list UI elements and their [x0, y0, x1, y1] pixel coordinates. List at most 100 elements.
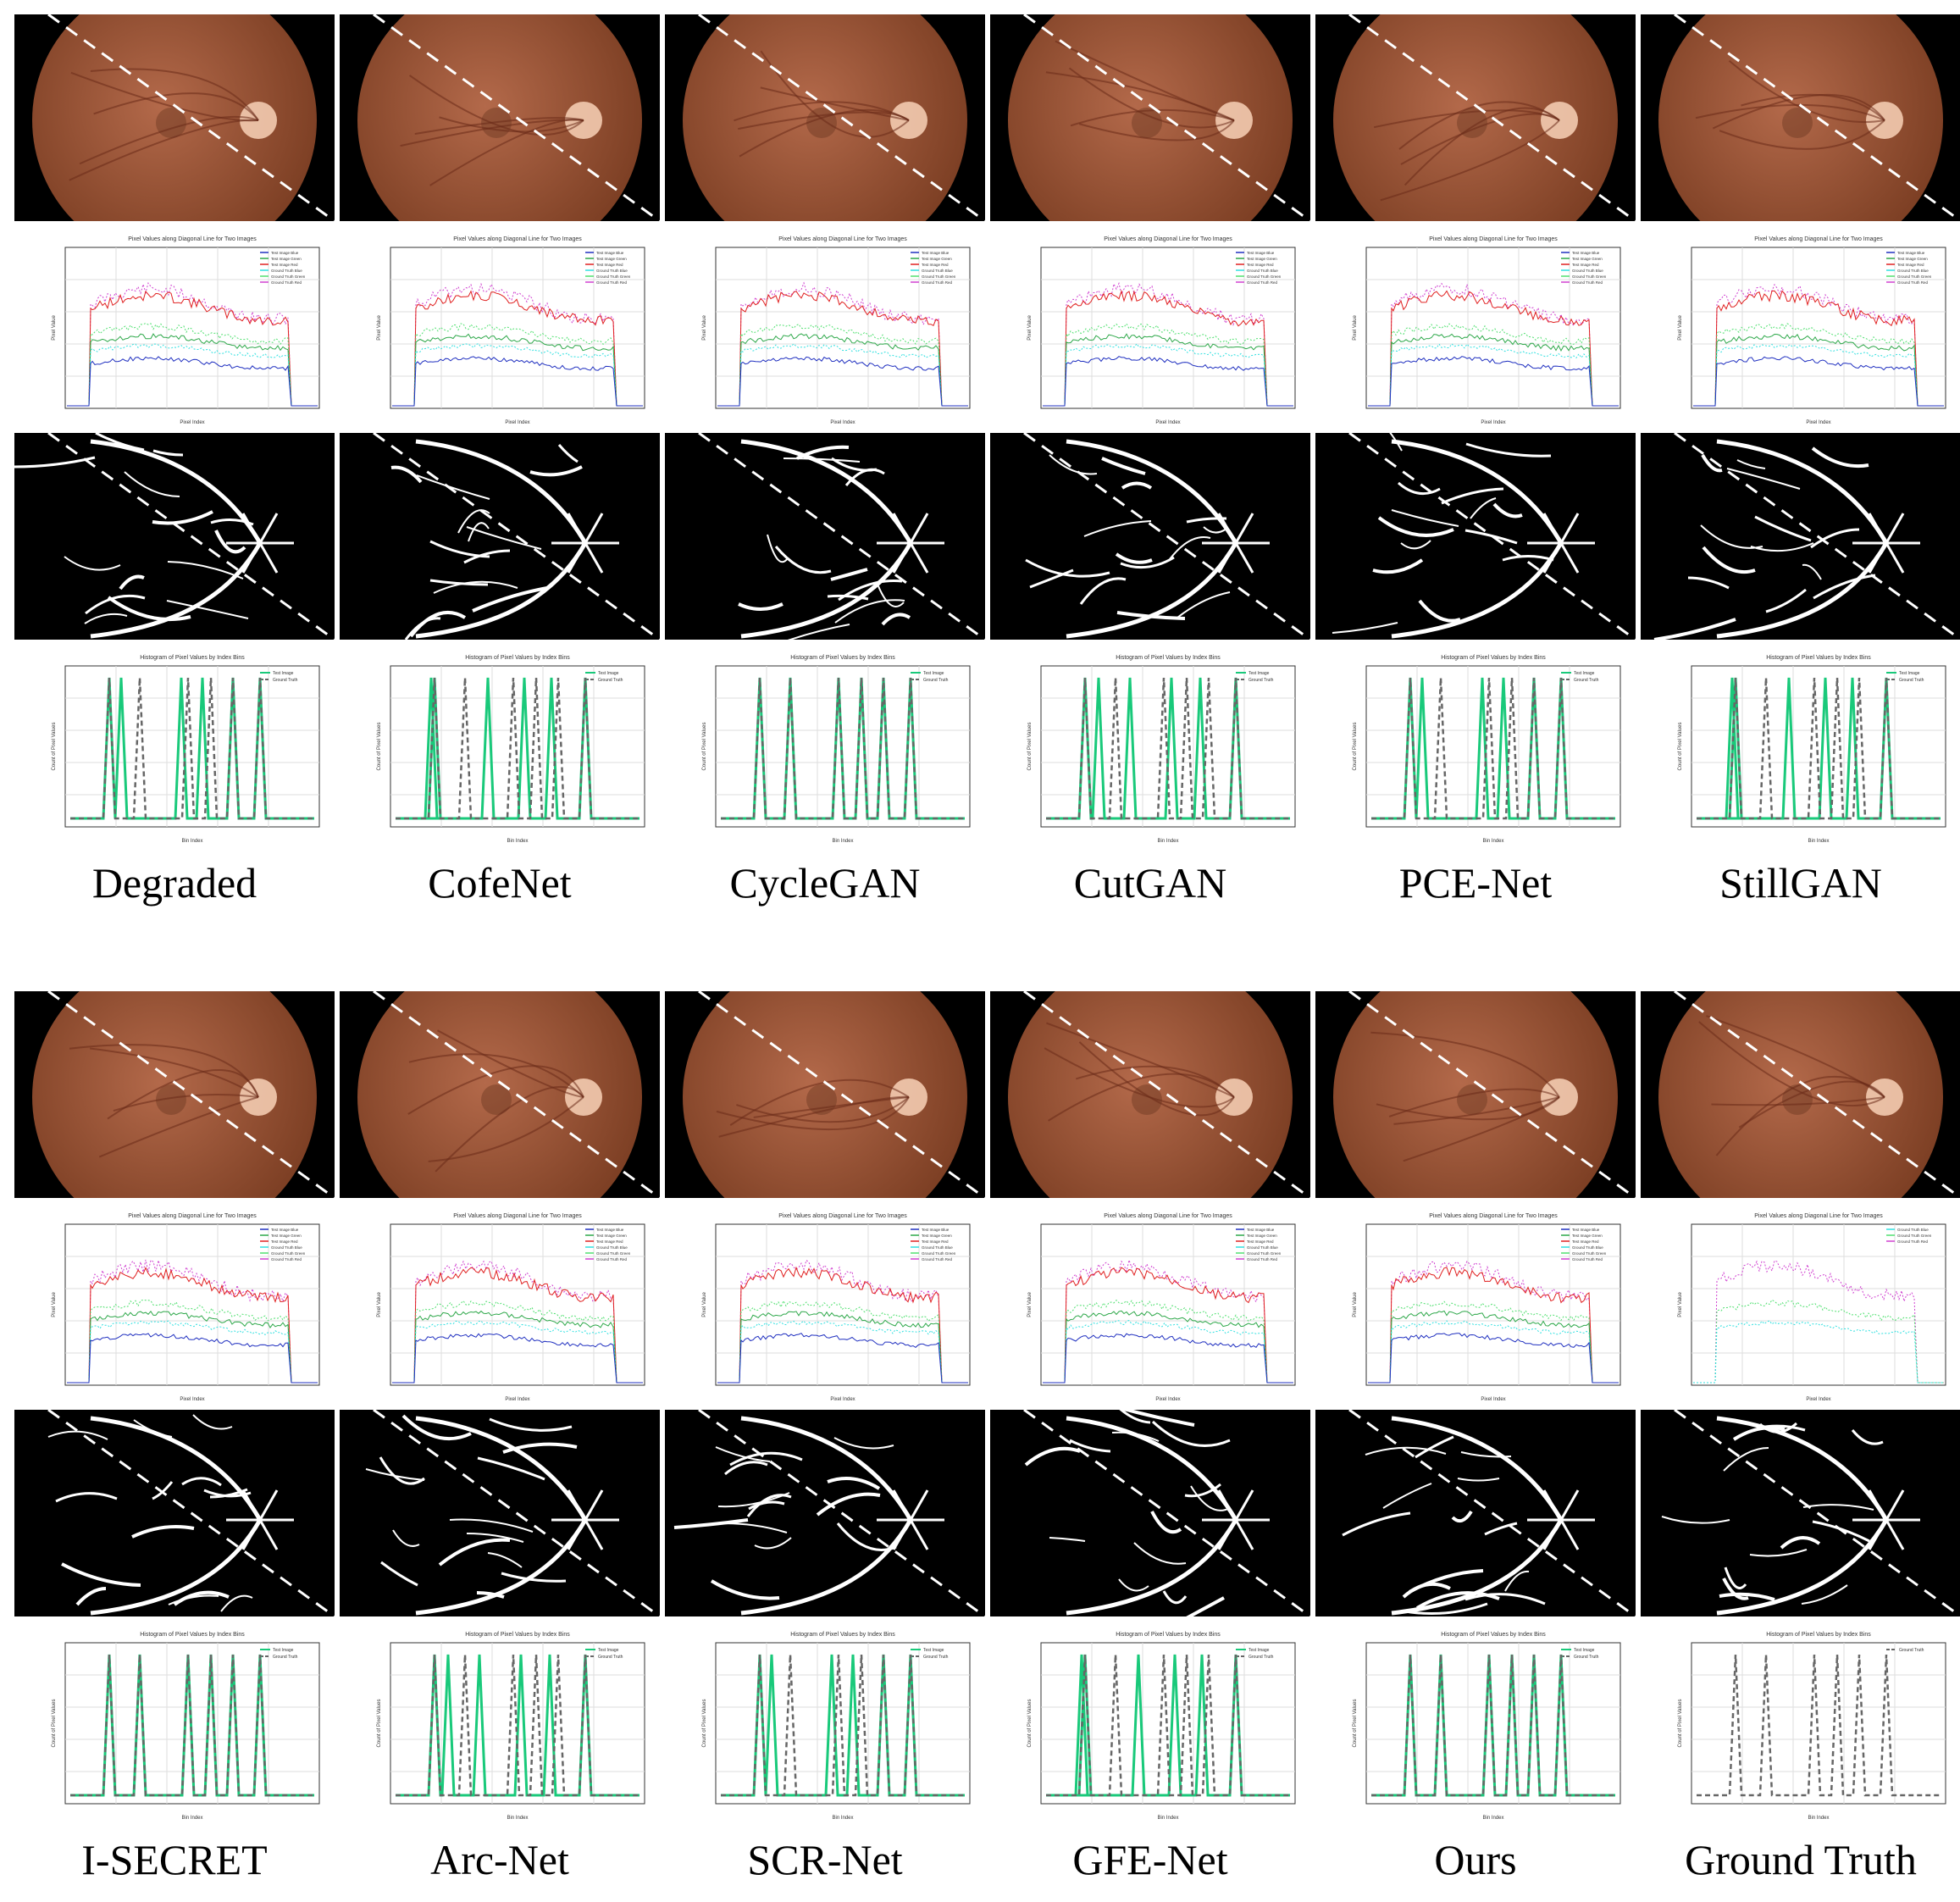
profile-legend-label: Ground Truth Green [1897, 1234, 1932, 1238]
retinal-vessel [428, 1096, 584, 1162]
profile-legend-label: Test Image Green [922, 1234, 952, 1238]
profile-legend-label: Test Image Blue [596, 251, 624, 255]
retinal-vessel [1044, 1047, 1235, 1108]
vessel-branch [1398, 481, 1441, 496]
fundus-image-svg [1641, 991, 1960, 1198]
histogram-background [1641, 1619, 1960, 1826]
fundus-image [1641, 991, 1960, 1198]
diagonal-line [47, 14, 335, 221]
profile-series [1043, 1310, 1293, 1384]
profile-legend-label: Test Image Red [1572, 1239, 1599, 1244]
profile-legend-label: Ground Truth Green [271, 274, 306, 279]
vessel-branch [1492, 502, 1523, 518]
retinal-vessel [753, 1096, 910, 1118]
vessel-branch [1116, 611, 1186, 620]
retinal-vessel [1068, 67, 1235, 129]
retinal-vessel [93, 92, 259, 121]
vessel-branch [133, 1419, 173, 1438]
vessel-segmentation-svg [1641, 433, 1960, 640]
vessel-branch [192, 1414, 233, 1430]
vessel-segmentation-svg [990, 433, 1310, 640]
histogram-xlabel: Bin Index [1157, 1816, 1178, 1821]
profile-legend-label: Ground Truth Blue [1572, 269, 1603, 273]
retinal-vessel [407, 1065, 584, 1115]
retinal-vessel [113, 1093, 259, 1112]
profile-series [1043, 289, 1293, 407]
diagonal-line [1023, 14, 1310, 221]
profile-xlabel: Pixel Index [1155, 420, 1180, 425]
profile-series [1043, 1320, 1293, 1384]
histogram-legend-label: Ground Truth [1574, 1655, 1599, 1660]
profile-xlabel: Pixel Index [505, 420, 529, 425]
profile-legend-label: Test Image Red [271, 1239, 298, 1244]
vessel-arcade-upper [1391, 1416, 1564, 1522]
profile-legend-label: Test Image Red [271, 263, 298, 267]
profile-xlabel: Pixel Index [180, 420, 204, 425]
method-column: Pixel Values along Diagonal Line for Two… [665, 991, 985, 1883]
retinal-vessel [1393, 1096, 1560, 1125]
segmentation-background [1315, 433, 1636, 640]
vessel-segmentation [665, 1410, 985, 1616]
profile-series [1368, 1333, 1619, 1384]
profile-axes-frame [1040, 247, 1296, 409]
vessel-branch [365, 1468, 425, 1481]
profile-series [1693, 1260, 1944, 1384]
vessel-branch [1342, 1511, 1411, 1537]
histogram-gt-series [70, 1654, 314, 1797]
vessel-branch [1049, 1537, 1086, 1542]
intensity-profile-plot: Pixel Values along Diagonal Line for Two… [990, 1201, 1310, 1407]
vessel-branch [55, 1492, 118, 1503]
histogram-legend-label: Test Image [598, 1648, 619, 1653]
profile-legend: Test Image Blue Test Image Green Test Imag… [1886, 251, 1932, 285]
method-label: Degraded [91, 859, 257, 907]
vessel-branch [1415, 1591, 1500, 1610]
vessel-branch [203, 1489, 252, 1498]
histogram-legend-label: Test Image [923, 671, 944, 676]
intensity-profile-plot-svg: Pixel Values along Diagonal Line for Two… [1315, 1201, 1636, 1407]
diagonal-line [698, 14, 985, 221]
profile-background [665, 224, 985, 430]
profile-legend: Test Image Blue Test Image Green Test Imag… [1236, 251, 1282, 285]
histogram-ylabel: Count of Pixel Values [1678, 723, 1683, 771]
histogram-legend: Ground Truth [1886, 1648, 1924, 1653]
retinal-vessel [1045, 71, 1235, 121]
bin-histogram-plot-svg: Histogram of Pixel Values by Index Bins B… [1641, 1619, 1960, 1826]
profile-legend-label: Ground Truth Red [1247, 280, 1278, 285]
vessel-segmentation [990, 433, 1310, 640]
vessel-branch [1389, 433, 1403, 452]
vessel-branch [1813, 574, 1876, 600]
profile-background [14, 224, 335, 430]
profile-series [717, 1311, 968, 1384]
histogram-xlabel: Bin Index [507, 839, 528, 844]
vessel-segmentation-svg [14, 433, 335, 640]
vessel-branch [876, 581, 905, 607]
segmentation-background [665, 433, 985, 640]
profile-series [717, 1259, 968, 1384]
profile-title: Pixel Values along Diagonal Line for Two… [453, 1213, 582, 1219]
macula [1457, 108, 1487, 138]
vessel-segmentation-svg [340, 1410, 660, 1616]
vessel-arcade-lower [415, 1518, 588, 1616]
vessel-branch [834, 599, 905, 624]
vessel-spoke [567, 1519, 587, 1550]
profile-legend-label: Ground Truth Red [922, 1257, 953, 1262]
bin-histogram-plot: Histogram of Pixel Values by Index Bins B… [665, 642, 985, 849]
histogram-legend-label: Ground Truth [1249, 678, 1274, 683]
histogram-gt-series [1697, 1654, 1941, 1797]
retinal-vessel [1398, 101, 1560, 150]
histogram-legend: Test Image Ground Truth [1236, 671, 1274, 683]
profile-legend-label: Ground Truth Green [922, 1251, 956, 1256]
vessel-spoke [1234, 513, 1254, 544]
retinal-vessel [408, 1053, 584, 1098]
profile-background [340, 224, 660, 430]
profile-series [392, 1300, 643, 1384]
diagonal-line [1674, 1410, 1960, 1616]
profile-legend-label: Ground Truth Red [271, 280, 302, 285]
vessel-spoke [1885, 1519, 1905, 1550]
profile-series [1693, 356, 1944, 407]
histogram-axes-frame [1691, 665, 1946, 828]
macula [1132, 1084, 1162, 1115]
histogram-xlabel: Bin Index [1157, 839, 1178, 844]
vessel-arcade-upper [740, 439, 913, 545]
macula [156, 1084, 186, 1115]
